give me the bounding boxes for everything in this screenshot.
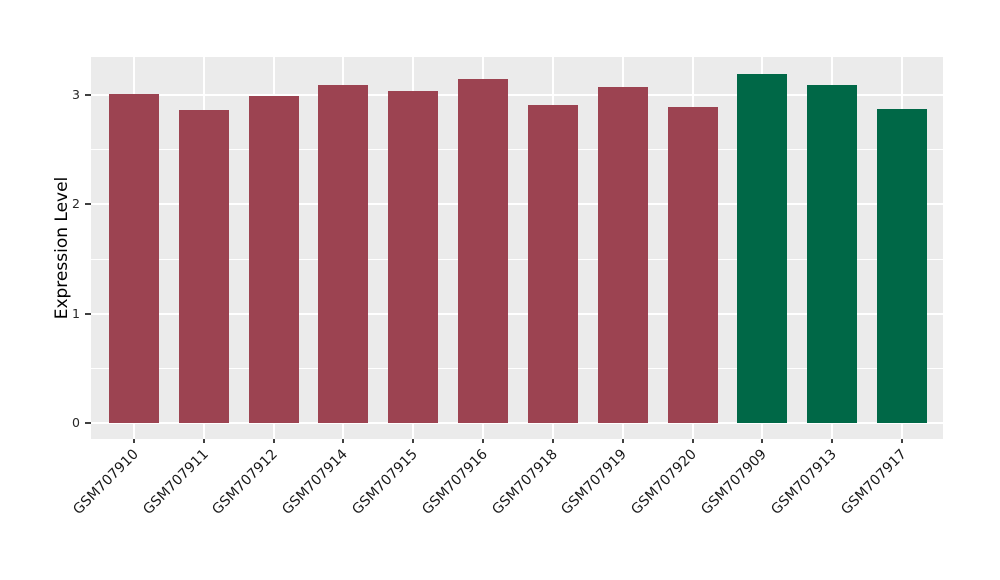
- major-gridline: [91, 203, 943, 206]
- plot-panel: [91, 57, 943, 439]
- x-tick-label: GSM707912: [209, 446, 282, 518]
- x-tick-label: GSM707910: [70, 446, 142, 518]
- x-tick: [342, 439, 345, 443]
- minor-gridline: [91, 367, 943, 369]
- major-gridline: [91, 422, 943, 424]
- x-tick: [202, 439, 205, 443]
- y-tick: [85, 203, 91, 206]
- x-tick-label: GSM707914: [279, 446, 352, 518]
- bar-GSM707914: [318, 85, 369, 423]
- x-tick: [621, 439, 624, 443]
- x-tick-label: GSM707918: [488, 446, 561, 518]
- y-tick-label: 2: [72, 196, 80, 212]
- bar-GSM707909: [737, 74, 788, 423]
- bar-GSM707913: [807, 85, 858, 423]
- y-tick-label: 3: [72, 87, 80, 102]
- x-tick-label: GSM707913: [768, 446, 840, 518]
- bar-GSM707910: [109, 93, 159, 423]
- x-tick: [412, 439, 415, 443]
- bar-GSM707918: [527, 104, 578, 423]
- x-tick: [691, 439, 694, 443]
- x-tick: [761, 439, 764, 443]
- x-tick: [482, 439, 485, 443]
- x-tick-label: GSM707917: [838, 446, 910, 518]
- x-tick: [900, 439, 903, 443]
- x-tick-label: GSM707916: [419, 446, 491, 518]
- x-tick-label: GSM707920: [628, 446, 701, 518]
- y-tick: [85, 422, 91, 424]
- bar-GSM707919: [597, 87, 648, 423]
- x-tick: [551, 439, 554, 443]
- x-tick-label: GSM707911: [139, 446, 212, 518]
- bar-GSM707916: [458, 78, 509, 423]
- y-tick: [85, 312, 91, 315]
- x-tick: [831, 439, 834, 443]
- y-tick-label: 0: [72, 415, 80, 430]
- y-tick: [85, 94, 91, 96]
- x-tick: [272, 439, 275, 443]
- minor-gridline: [91, 149, 943, 151]
- x-tick: [133, 439, 135, 443]
- bar-GSM707917: [876, 109, 927, 423]
- x-tick-label: GSM707919: [558, 446, 631, 518]
- bar-GSM707920: [667, 107, 718, 423]
- bar-GSM707912: [248, 96, 299, 423]
- bar-GSM707915: [388, 90, 439, 423]
- major-gridline: [91, 312, 943, 315]
- x-tick-label: GSM707909: [698, 446, 770, 518]
- x-tick-label: GSM707915: [349, 446, 421, 518]
- bar-GSM707911: [178, 110, 229, 423]
- y-tick-label: 1: [72, 305, 80, 321]
- minor-gridline: [91, 258, 943, 260]
- major-gridline: [91, 94, 943, 96]
